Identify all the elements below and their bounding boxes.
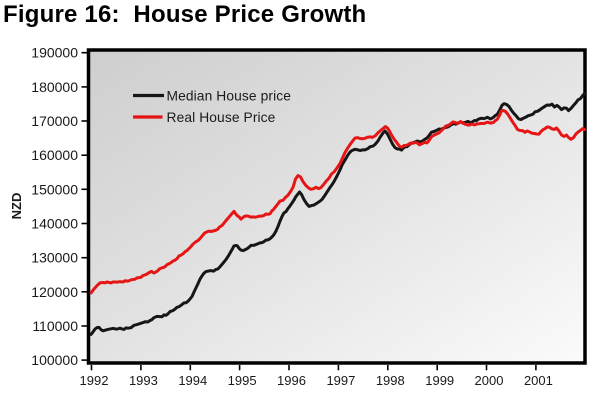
svg-text:160000: 160000 (31, 147, 78, 163)
svg-text:NZD: NZD (9, 193, 24, 220)
svg-text:1993: 1993 (129, 373, 158, 388)
svg-text:1994: 1994 (178, 373, 207, 388)
svg-text:120000: 120000 (31, 284, 78, 300)
svg-text:1996: 1996 (277, 373, 306, 388)
svg-text:190000: 190000 (31, 45, 78, 61)
svg-text:180000: 180000 (31, 79, 78, 95)
svg-text:150000: 150000 (31, 181, 78, 197)
svg-text:140000: 140000 (31, 216, 78, 232)
svg-text:Real House Price: Real House Price (167, 110, 276, 125)
svg-text:2000: 2000 (475, 373, 504, 388)
svg-text:1995: 1995 (228, 373, 257, 388)
svg-text:1999: 1999 (425, 373, 454, 388)
svg-text:100000: 100000 (31, 352, 78, 368)
svg-text:170000: 170000 (31, 113, 78, 129)
svg-text:1998: 1998 (376, 373, 405, 388)
svg-text:130000: 130000 (31, 250, 78, 266)
svg-text:1992: 1992 (80, 373, 109, 388)
svg-text:2001: 2001 (524, 373, 553, 388)
svg-text:Median House price: Median House price (167, 89, 292, 104)
svg-text:110000: 110000 (32, 318, 78, 334)
svg-text:1997: 1997 (326, 373, 355, 388)
